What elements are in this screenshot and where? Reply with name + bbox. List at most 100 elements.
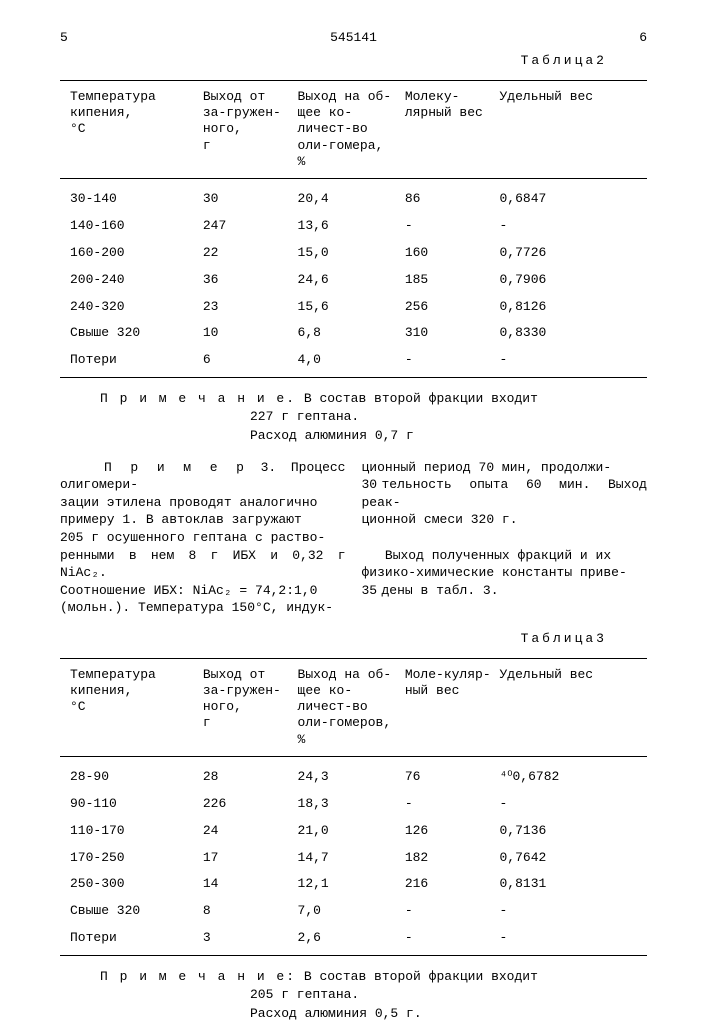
table-row: Потери32,6-- [60, 925, 647, 955]
cell: 0,7906 [495, 267, 647, 294]
cell: - [495, 213, 647, 240]
cell: 18,3 [294, 791, 401, 818]
th-mol-weight: Моле-куляр-ный вес [401, 658, 496, 756]
cell: 24,3 [294, 756, 401, 790]
table-row: Потери64,0-- [60, 347, 647, 377]
line-35: 35 [362, 582, 382, 600]
table-row: 250-3001412,12160,8131 [60, 871, 647, 898]
cell: 2,6 [294, 925, 401, 955]
table3-note: П р и м е ч а н и е: В состав второй фра… [100, 968, 647, 1023]
cell: 23 [199, 294, 294, 321]
cell: Потери [60, 925, 199, 955]
cell: - [401, 213, 496, 240]
cell: 0,8330 [495, 320, 647, 347]
note-line2: 227 г гептана. [250, 409, 359, 424]
table-row: 90-11022618,3-- [60, 791, 647, 818]
cell: 17 [199, 845, 294, 872]
table-header-row: Температура кипения,°С Выход от за-груже… [60, 658, 647, 756]
cell: - [495, 925, 647, 955]
cell: Потери [60, 347, 199, 377]
cell: 8 [199, 898, 294, 925]
note-label: П р и м е ч а н и е: [100, 969, 296, 984]
cell: 250-300 [60, 871, 199, 898]
cell: 30-140 [60, 179, 199, 213]
cell: 247 [199, 213, 294, 240]
table2-caption: Таблица2 [60, 53, 647, 70]
table-row: Свыше 320106,83100,8330 [60, 320, 647, 347]
cell: 24,6 [294, 267, 401, 294]
note-label: П р и м е ч а н и е. [100, 391, 296, 406]
cell: 140-160 [60, 213, 199, 240]
table-header-row: Температура кипения,°С Выход от за-груже… [60, 80, 647, 178]
cell: - [401, 347, 496, 377]
cell: 0,8126 [495, 294, 647, 321]
cell: 90-110 [60, 791, 199, 818]
cell: 86 [401, 179, 496, 213]
cell: - [495, 898, 647, 925]
page-right: 6 [639, 30, 647, 47]
cell: 36 [199, 267, 294, 294]
table-3: Температура кипения,°С Выход от за-груже… [60, 658, 647, 956]
table-row: 170-2501714,71820,7642 [60, 845, 647, 872]
table-row: 28-902824,376⁴⁰0,6782 [60, 756, 647, 790]
cell: 4,0 [294, 347, 401, 377]
cell: 170-250 [60, 845, 199, 872]
note-text: В состав второй фракции входит [304, 969, 538, 984]
cell: 0,7642 [495, 845, 647, 872]
cell: 14,7 [294, 845, 401, 872]
table-row: 200-2403624,61850,7906 [60, 267, 647, 294]
table3-caption: Таблица3 [60, 631, 647, 648]
cell: 226 [199, 791, 294, 818]
cell: 30 [199, 179, 294, 213]
th-yield-total: Выход на об-щее ко-личест-во оли-гомера,… [294, 80, 401, 178]
line-30: 30 [362, 476, 382, 494]
note-line3: Расход алюминия 0,7 г [250, 428, 414, 443]
cell: 28-90 [60, 756, 199, 790]
table2-note: П р и м е ч а н и е. Примечание. В соста… [100, 390, 647, 445]
cell: Свыше 320 [60, 320, 199, 347]
cell: 15,0 [294, 240, 401, 267]
table-row: 140-16024713,6-- [60, 213, 647, 240]
cell: 0,7136 [495, 818, 647, 845]
cell: 200-240 [60, 267, 199, 294]
th-yield-loaded: Выход от за-гружен-ного,г [199, 658, 294, 756]
right-column: ционный период 70 мин, продолжи- 30тельн… [362, 459, 648, 617]
doc-number: 545141 [68, 30, 639, 47]
cell: 310 [401, 320, 496, 347]
cell: 126 [401, 818, 496, 845]
table-row: 30-1403020,4860,6847 [60, 179, 647, 213]
cell: 76 [401, 756, 496, 790]
note-line3: Расход алюминия 0,5 г. [250, 1006, 422, 1021]
cell: 14 [199, 871, 294, 898]
cell: 110-170 [60, 818, 199, 845]
cell: 12,1 [294, 871, 401, 898]
cell: 6,8 [294, 320, 401, 347]
table-row: 160-2002215,01600,7726 [60, 240, 647, 267]
cell: 256 [401, 294, 496, 321]
th-yield-loaded: Выход от за-гружен-ного,г [199, 80, 294, 178]
table3-body: 28-902824,376⁴⁰0,678290-11022618,3--110-… [60, 756, 647, 955]
cell: 182 [401, 845, 496, 872]
th-spec-weight: Удельный вес [495, 658, 647, 756]
cell: 6 [199, 347, 294, 377]
th-temp: Температура кипения,°С [60, 658, 199, 756]
cell: 185 [401, 267, 496, 294]
cell: 21,0 [294, 818, 401, 845]
note-text: В состав второй фракции входит [304, 391, 538, 406]
cell: 10 [199, 320, 294, 347]
cell: 160-200 [60, 240, 199, 267]
body-paragraphs: П р и м е р 3. Процесс олигомери- зации … [60, 459, 647, 617]
cell: - [401, 898, 496, 925]
cell: 24 [199, 818, 294, 845]
cell: 216 [401, 871, 496, 898]
cell: - [401, 925, 496, 955]
table-2: Температура кипения,°С Выход от за-груже… [60, 80, 647, 378]
cell: 240-320 [60, 294, 199, 321]
table-row: Свыше 32087,0-- [60, 898, 647, 925]
table-row: 110-1702421,01260,7136 [60, 818, 647, 845]
th-mol-weight: Молеку-лярный вес [401, 80, 496, 178]
cell: 15,6 [294, 294, 401, 321]
th-yield-total: Выход на об-щее ко-личест-во оли-гомеров… [294, 658, 401, 756]
table-row: 240-3202315,62560,8126 [60, 294, 647, 321]
cell: ⁴⁰0,6782 [495, 756, 647, 790]
